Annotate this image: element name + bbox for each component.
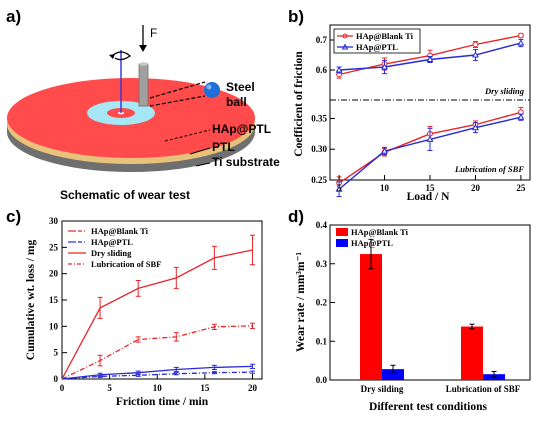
chart-c-legend-label-ptl: HAp@PTL [91,237,133,247]
chart-b-xtick-label: 10 [380,183,390,193]
chart-b-xtick-label: 20 [471,183,481,193]
chart-d-legend-label-ptl: HAp@PTL [351,238,393,248]
rotation-arrow-icon [111,51,132,61]
chart-c-ytick-label: 30 [49,216,59,226]
chart-d-category-label: Dry silding [361,384,404,394]
chart-c-series-0-line [61,249,253,380]
ball-callout-line-top [149,81,206,99]
chart-b-lower-series-1-marker [335,185,343,192]
chart-b-xlabel: Load / N [407,191,451,203]
chart-c-legend-label-sbf: Lubrication of SBF [91,259,161,269]
panel-b: b) 0.60.70.250.300.355 10 15 20 25 Load / N … [288,7,531,203]
chart-c-xtick-label: 20 [248,383,258,393]
chart-b-upper-series-1-marker [517,39,525,46]
chart-c-ytick-label: 10 [49,321,59,331]
chart-b-legend-label-blank: HAp@Blank Ti [356,31,414,41]
chart-c-ytick-label: 15 [49,295,59,305]
chart-b-lower-series-1-marker [471,124,479,131]
hap-callout-line [164,129,211,142]
chart-b-lower-ytick-label: 0.30 [311,144,327,154]
chart-d-category-label: Lubrication of SBF [446,384,521,394]
chart-b-legend-marker-blank [342,33,348,39]
layer-hap-label: HAp@PTL [212,122,271,136]
panel-a: a) F Steel ball HAp@PTL PTL Ti subs [6,7,280,202]
chart-d-bar-0-0 [360,254,382,380]
chart-c-xtick-label: 10 [153,383,163,393]
chart-c-ytick-label: 25 [49,242,59,252]
chart-b-upper-series-1-marker [426,55,434,62]
chart-c-ytick-label: 5 [54,348,59,358]
chart-b-annotation-sbf: Lubrication of SBF [454,164,524,174]
ball-callout-line-bottom [149,95,206,107]
chart-d-bar-0-1 [461,326,483,380]
chart-b-xtick-label: 25 [516,183,526,193]
steel-ball-icon [204,82,220,98]
chart-b-annotation-dry: Dry sliding [484,86,525,96]
chart-d-ytick-label: 0.4 [316,220,328,230]
chart-c-ylabel: Cumulative wt. loss / mg [25,240,37,361]
chart-c-series-3-line [61,371,253,380]
chart-b-upper-series-1-marker [381,63,389,70]
chart-b-lower-series-1-marker [517,113,525,120]
force-label: F [150,26,157,40]
panel-d-label: d) [288,207,304,226]
chart-d-ylabel: Wear rate / mm³m⁻¹ [295,252,307,352]
chart-b-upper-ytick-label: 0.6 [316,65,328,75]
chart-c-xtick-label: 15 [200,383,210,393]
chart-d-bar-1-0 [382,369,404,380]
chart-b-legend [333,28,421,54]
chart-b-lower-series-1-marker [381,147,389,154]
chart-b-legend-marker-ptl [341,43,349,50]
chart-c-xlabel: Friction time / min [116,396,209,408]
chart-d-ytick-label: 0.0 [316,375,328,385]
ti-callout-line [195,162,211,167]
chart-c-legend-label-blank: HAp@Blank Ti [91,226,149,236]
chart-c-xtick-label: 0 [60,383,65,393]
chart-b-xtick-label: 5 [337,183,342,193]
chart-d-xlabel: Different test conditions [369,401,487,413]
chart-b-xtick-label: 15 [426,183,436,193]
layer-ti-label: Ti substrate [212,155,280,169]
chart-c-legend-label-dry: Dry sliding [91,248,132,258]
chart-d-ytick-label: 0.1 [316,336,328,346]
steel-pin [138,63,149,107]
chart-c-ytick-label: 0 [54,374,59,384]
steel-ball-highlight [206,84,212,90]
chart-d-legend-label-blank: HAp@Blank Ti [351,227,409,237]
steel-ball-label-1: Steel [226,80,255,94]
steel-ball-label-2: ball [226,95,247,109]
panel-c-label: c) [6,207,21,226]
chart-b-upper-series-1-marker [335,66,343,73]
chart-b-upper-series-1-marker [471,51,479,58]
panel-c: c) 0 5 10 15 20 0 5 10 15 20 25 30 Friction time / … [6,207,263,408]
chart-c-ytick-label: 20 [49,269,59,279]
chart-c-xtick-label: 5 [107,383,112,393]
chart-d-ytick-label: 0.3 [316,259,328,269]
chart-d-legend-swatch-ptl [336,239,348,247]
schematic-caption: Schematic of wear test [60,188,190,202]
chart-b-legend-label-ptl: HAp@PTL [356,42,398,52]
layer-ptl-label: PTL [212,140,235,154]
chart-b-upper-series-0-marker [472,41,479,48]
chart-b-lower-ytick-label: 0.25 [311,175,327,185]
chart-c-series-2-line [61,365,253,380]
steel-pin-top [139,62,148,66]
chart-b-lower-ytick-label: 0.35 [311,113,327,123]
chart-c-series-1-line [61,325,253,380]
panel-d: d) 0.0 0.1 0.2 0.3 0.4 Dry silding Lubrication… [288,207,531,413]
chart-b-lower-series-1-marker [426,135,434,142]
chart-d-legend-swatch-blank [336,228,348,236]
panel-b-label: b) [288,7,304,26]
chart-d-ytick-label: 0.2 [316,298,328,308]
chart-b-upper-series-0-marker [518,32,524,39]
ptl-callout-line [189,147,211,155]
chart-b-ylabel: Coefficient of friction [293,51,305,157]
rotation-arrowhead-icon [109,54,115,59]
panel-a-label: a) [6,7,21,26]
chart-b-upper-ytick-label: 0.7 [316,35,328,45]
force-arrow-icon [139,45,147,52]
